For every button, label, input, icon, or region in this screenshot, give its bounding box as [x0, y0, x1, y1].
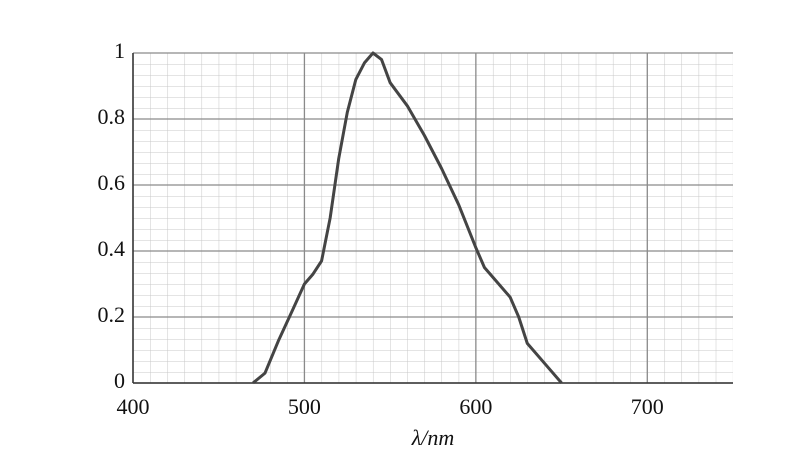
- y-tick-label: 0.2: [98, 302, 126, 327]
- y-tick-label: 0.6: [98, 170, 126, 195]
- y-tick-label: 0: [114, 368, 125, 393]
- x-tick-label: 600: [459, 394, 492, 419]
- x-tick-label: 400: [117, 394, 150, 419]
- x-tick-label: 700: [631, 394, 664, 419]
- x-axis-label: λ/nm: [411, 425, 455, 450]
- y-tick-label: 0.8: [98, 104, 126, 129]
- minor-grid: [133, 53, 733, 383]
- y-tick-label: 1: [114, 38, 125, 63]
- line: [252, 51, 563, 385]
- y-tick-label: 0.4: [98, 236, 126, 261]
- x-tick-label: 500: [288, 394, 321, 419]
